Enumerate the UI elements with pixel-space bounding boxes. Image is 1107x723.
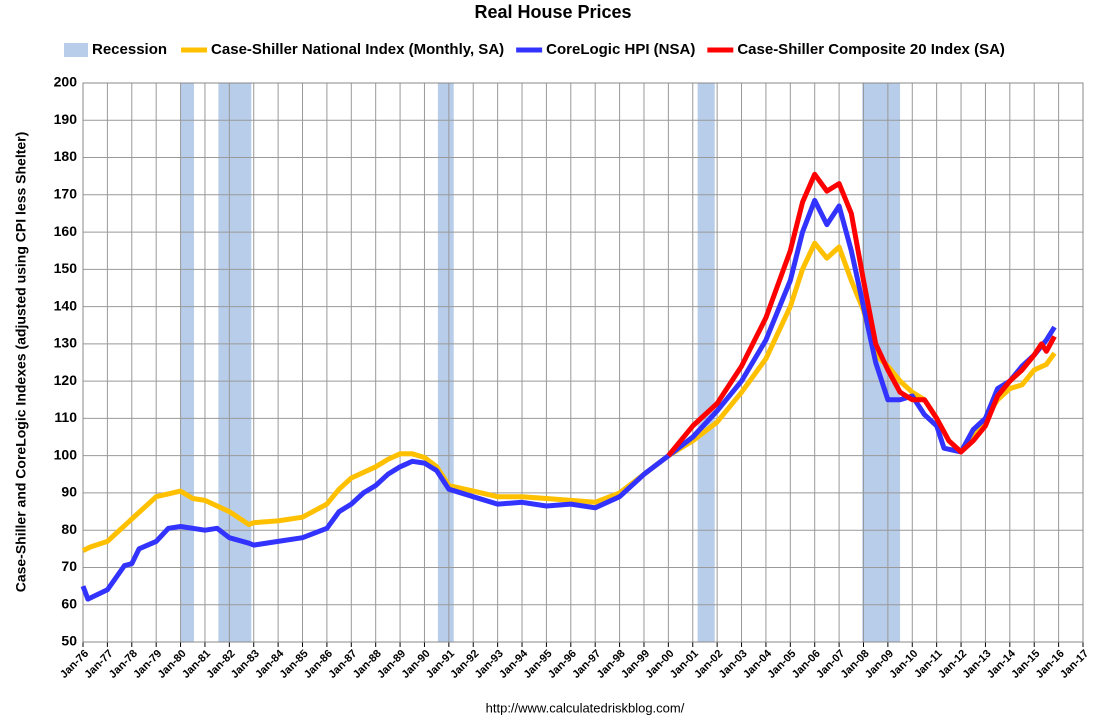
- y-tick-label: 80: [61, 521, 77, 537]
- recession-band: [218, 83, 252, 642]
- legend-label: Case-Shiller Composite 20 Index (SA): [737, 41, 1005, 58]
- y-tick-label: 140: [54, 297, 78, 313]
- chart-title: Real House Prices: [474, 2, 631, 22]
- y-tick-label: 160: [54, 223, 78, 239]
- y-tick-label: 120: [54, 372, 78, 388]
- y-tick-label: 100: [54, 446, 78, 462]
- y-tick-label: 180: [54, 148, 78, 164]
- legend-swatch: [64, 43, 88, 57]
- series-line: [80, 197, 1057, 602]
- y-tick-label: 110: [54, 409, 77, 425]
- legend-label: Recession: [92, 41, 167, 58]
- recession-band: [697, 83, 715, 642]
- y-tick-label: 70: [61, 558, 77, 574]
- y-tick-label: 90: [61, 484, 77, 500]
- y-tick-label: 200: [54, 74, 78, 90]
- y-tick-label: 170: [54, 186, 78, 202]
- series-line: [666, 171, 1057, 458]
- legend-label: CoreLogic HPI (NSA): [546, 41, 695, 58]
- y-tick-label: 130: [54, 335, 78, 351]
- source: http://www.calculatedriskblog.com/: [486, 700, 685, 715]
- recession-band: [180, 83, 194, 642]
- plot-border: [82, 82, 1084, 643]
- y-tick-label: 190: [54, 111, 78, 127]
- recession-band: [437, 83, 454, 642]
- y-tick-label: 50: [61, 633, 77, 649]
- legend-label: Case-Shiller National Index (Monthly, SA…: [211, 41, 504, 58]
- y-tick-label: 60: [61, 595, 77, 611]
- y-tick-label: 150: [54, 260, 78, 276]
- y-axis-label: Case-Shiller and CoreLogic Indexes (adju…: [13, 132, 29, 593]
